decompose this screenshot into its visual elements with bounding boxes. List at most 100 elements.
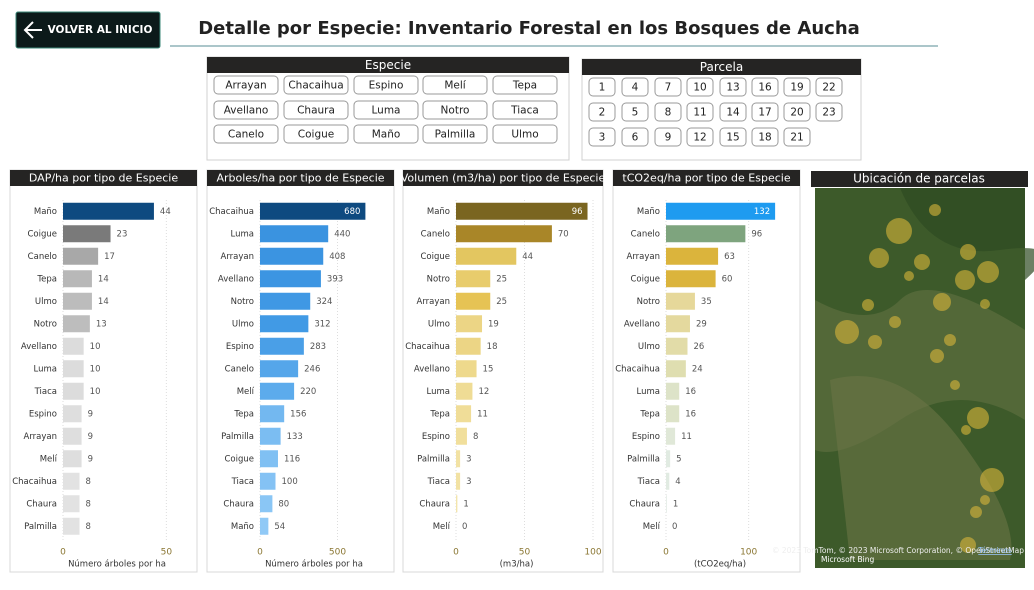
slicer-option-label[interactable]: 5 — [632, 107, 639, 119]
slicer-option[interactable] — [422, 124, 488, 144]
slicer-option[interactable] — [719, 77, 747, 97]
slicer-option[interactable] — [783, 102, 811, 122]
slicer-option-label[interactable]: 3 — [599, 132, 606, 144]
slicer-option[interactable] — [213, 124, 279, 144]
slicer-option-label[interactable]: 13 — [726, 82, 739, 94]
slicer-option[interactable] — [815, 102, 843, 122]
slicer-option-label[interactable]: 21 — [790, 132, 803, 144]
map-terms[interactable]: Términos — [977, 546, 1012, 555]
slicer-option[interactable] — [654, 77, 682, 97]
slicer-option[interactable] — [719, 127, 747, 147]
data-label: 283 — [310, 342, 326, 352]
slicer-option-label[interactable]: 4 — [632, 82, 639, 94]
slicer-option[interactable] — [353, 75, 419, 95]
slicer-option-label[interactable]: 17 — [758, 107, 771, 119]
slicer-option-label[interactable]: Coigue — [298, 129, 334, 141]
slicer-option-label[interactable]: Espino — [369, 80, 404, 92]
data-label: 14 — [98, 297, 109, 307]
slicer-option-label[interactable]: 2 — [599, 107, 606, 119]
slicer-option[interactable] — [751, 127, 779, 147]
slicer-option-label[interactable]: Arrayan — [225, 80, 266, 92]
slicer-option[interactable] — [492, 124, 558, 144]
slicer-option-label[interactable]: 20 — [790, 107, 803, 119]
category-label: Luma — [427, 387, 450, 397]
slicer-option[interactable] — [283, 100, 349, 120]
category-label: Luma — [231, 229, 254, 239]
slicer-option[interactable] — [654, 102, 682, 122]
category-label: Espino — [422, 432, 450, 442]
data-label: 8 — [86, 477, 91, 487]
slicer-option-label[interactable]: 1 — [599, 82, 606, 94]
slicer-option-label[interactable]: 16 — [758, 82, 772, 94]
slicer-option[interactable] — [815, 77, 843, 97]
slicer-option[interactable] — [654, 127, 682, 147]
slicer-option-label[interactable]: Luma — [372, 105, 401, 117]
slicer-option-label[interactable]: Avellano — [224, 105, 269, 117]
slicer-option[interactable] — [751, 77, 779, 97]
slicer-option[interactable] — [751, 102, 779, 122]
slicer-option[interactable] — [213, 75, 279, 95]
bar — [260, 450, 278, 468]
slicer-option-label[interactable]: 22 — [822, 82, 835, 94]
bar — [63, 247, 99, 265]
slicer-option[interactable] — [588, 127, 616, 147]
slicer-option[interactable] — [283, 75, 349, 95]
slicer-option[interactable] — [783, 127, 811, 147]
slicer-option[interactable] — [492, 75, 558, 95]
slicer-option[interactable] — [422, 75, 488, 95]
back-arrow[interactable] — [23, 21, 42, 39]
data-label: 1 — [673, 499, 678, 509]
slicer-option-label[interactable]: 18 — [758, 132, 771, 144]
slicer-option[interactable] — [283, 124, 349, 144]
category-label: Canelo — [631, 229, 660, 239]
slicer-option-label[interactable]: Tepa — [512, 80, 537, 92]
category-label: Tepa — [429, 409, 450, 419]
slicer-option-label[interactable]: Maño — [372, 129, 401, 141]
slicer-option-label[interactable]: 10 — [693, 82, 706, 94]
slicer-option[interactable] — [719, 102, 747, 122]
slicer-option[interactable] — [783, 77, 811, 97]
slicer-option[interactable] — [353, 100, 419, 120]
x-tick-label: 0 — [257, 548, 263, 558]
slicer-option[interactable] — [686, 77, 714, 97]
slicer-option[interactable] — [492, 100, 558, 120]
bar — [63, 472, 80, 490]
data-label: 10 — [90, 387, 101, 397]
back-button-label[interactable]: VOLVER AL INICIO — [48, 24, 153, 36]
slicer-option[interactable] — [422, 100, 488, 120]
slicer-option-label[interactable]: 12 — [693, 132, 706, 144]
slicer-option-label[interactable]: 6 — [632, 132, 639, 144]
slicer-option[interactable] — [686, 102, 714, 122]
slicer-option[interactable] — [621, 127, 649, 147]
slicer-option-label[interactable]: Palmilla — [435, 129, 476, 141]
slicer-option-label[interactable]: 15 — [726, 132, 739, 144]
slicer-option-label[interactable]: Chacaihua — [288, 80, 343, 92]
slicer-option-label[interactable]: Melí — [444, 80, 466, 92]
slicer-option-label[interactable]: 11 — [693, 107, 706, 119]
data-label: 44 — [160, 207, 171, 217]
slicer-option-label[interactable]: 14 — [726, 107, 740, 119]
slicer-option-label[interactable]: Canelo — [228, 129, 264, 141]
back-button[interactable]: VOLVER AL INICIO — [15, 11, 161, 49]
slicer-option-label[interactable]: 9 — [665, 132, 672, 144]
slicer-option-label[interactable]: Tiaca — [510, 105, 539, 117]
slicer-option-label[interactable]: 23 — [822, 107, 835, 119]
slicer-option-label[interactable]: Notro — [441, 105, 470, 117]
slicer-option-label[interactable]: 19 — [790, 82, 803, 94]
category-label: Arrayan — [417, 297, 451, 307]
slicer-option[interactable] — [213, 100, 279, 120]
slicer-option[interactable] — [588, 77, 616, 97]
slicer-option[interactable] — [621, 102, 649, 122]
slicer-option[interactable] — [686, 127, 714, 147]
x-axis-title: (tCO2eq/ha) — [694, 560, 746, 570]
slicer-option-label[interactable]: Ulmo — [511, 129, 538, 141]
slicer-option[interactable] — [353, 124, 419, 144]
slicer-option-label[interactable]: 7 — [665, 82, 672, 94]
bar — [63, 360, 84, 378]
slicer-option-label[interactable]: Chaura — [297, 105, 335, 117]
back-button-bg[interactable] — [15, 11, 161, 49]
slicer-option[interactable] — [621, 77, 649, 97]
slicer-option-label[interactable]: 8 — [665, 107, 672, 119]
slicer-option[interactable] — [588, 102, 616, 122]
